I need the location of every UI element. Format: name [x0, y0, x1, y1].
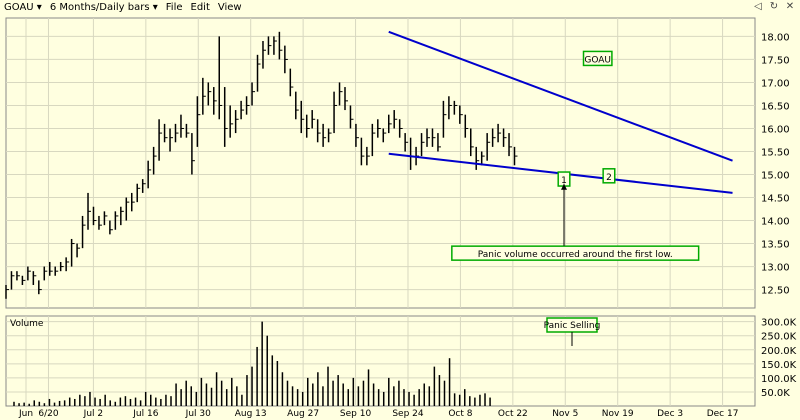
x-tick-label: 6/20 — [38, 409, 58, 419]
x-tick-label: Aug 27 — [287, 409, 319, 419]
price-tick-label: 16.50 — [761, 101, 790, 112]
volume-tick-label: 300.0K — [761, 318, 797, 329]
x-tick-label: Oct 8 — [448, 409, 472, 419]
price-tick-label: 16.00 — [761, 124, 790, 135]
price-tick-label: 14.50 — [761, 194, 790, 205]
annotation-box — [582, 50, 613, 67]
price-tick-label: 18.00 — [761, 32, 790, 43]
low-pointer-arrow-head — [561, 183, 568, 190]
trendline-upper — [388, 30, 733, 162]
price-tick-label: 17.50 — [761, 55, 790, 66]
menu-view[interactable]: View — [217, 1, 242, 13]
volume-title: Volume — [10, 319, 44, 329]
close-icon[interactable]: ✕ — [785, 1, 795, 12]
annotation-text: Panic volume occurred around the first l… — [478, 250, 673, 260]
x-tick-label: Nov 19 — [602, 409, 634, 419]
price-panel — [5, 17, 756, 309]
x-tick-label: Jul 30 — [185, 409, 211, 419]
price-tick-label: 14.00 — [761, 217, 790, 228]
window-controls: ◁ ↻ ✕ — [752, 1, 800, 13]
price-tick-label: 17.00 — [761, 78, 790, 89]
price-tick-label: 13.00 — [761, 263, 790, 274]
menu-file[interactable]: File — [165, 1, 183, 13]
price-tick-label: 15.50 — [761, 147, 790, 158]
price-tick-label: 15.00 — [761, 171, 790, 182]
x-tick-label: Jul 2 — [83, 409, 103, 419]
price-tick-label: 12.50 — [761, 286, 790, 297]
menu-edit[interactable]: Edit — [190, 1, 210, 13]
toolbar: GOAU ▾ 6 Months/Daily bars ▾ File Edit V… — [0, 0, 800, 14]
x-tick-label: Jul 16 — [132, 409, 158, 419]
symbol-menu[interactable]: GOAU ▾ — [4, 1, 42, 13]
volume-tick-label: 100.0K — [761, 374, 797, 385]
x-tick-label: Sep 10 — [340, 409, 372, 419]
symbol-label: GOAU — [4, 1, 34, 13]
x-tick-label: Aug 13 — [235, 409, 267, 419]
annotation-text: 2 — [606, 173, 612, 183]
volume-tick-label: 150.0K — [761, 360, 797, 371]
panic-selling-text: Panic Selling — [544, 321, 601, 331]
period-label: 6 Months/Daily bars — [49, 1, 150, 13]
x-tick-label: Sep 24 — [392, 409, 424, 419]
chart-area: 18.00 17.50 17.00 16.50 16.00 15.50 15.00 14.50… — [5, 17, 797, 419]
volume-panel — [5, 315, 756, 407]
annotation-text: GOAU — [584, 55, 611, 65]
x-tick-label: Oct 22 — [498, 409, 528, 419]
price-tick-label: 13.50 — [761, 240, 790, 251]
x-tick-label: Dec 3 — [657, 409, 683, 419]
volume-tick-label: 200.0K — [761, 346, 797, 357]
back-icon[interactable]: ◁ — [754, 1, 762, 12]
x-tick-label: Nov 5 — [552, 409, 578, 419]
annotation-box — [451, 245, 700, 261]
volume-tick-label: 50.0K — [761, 388, 790, 399]
annotation-box — [602, 168, 616, 184]
annotation-text: 1 — [561, 176, 567, 186]
period-menu[interactable]: 6 Months/Daily bars ▾ — [49, 1, 158, 13]
x-tick-label: Jun — [18, 409, 33, 419]
volume-tick-label: 250.0K — [761, 332, 797, 343]
refresh-icon[interactable]: ↻ — [769, 1, 779, 12]
x-tick-label: Dec 17 — [707, 409, 739, 419]
